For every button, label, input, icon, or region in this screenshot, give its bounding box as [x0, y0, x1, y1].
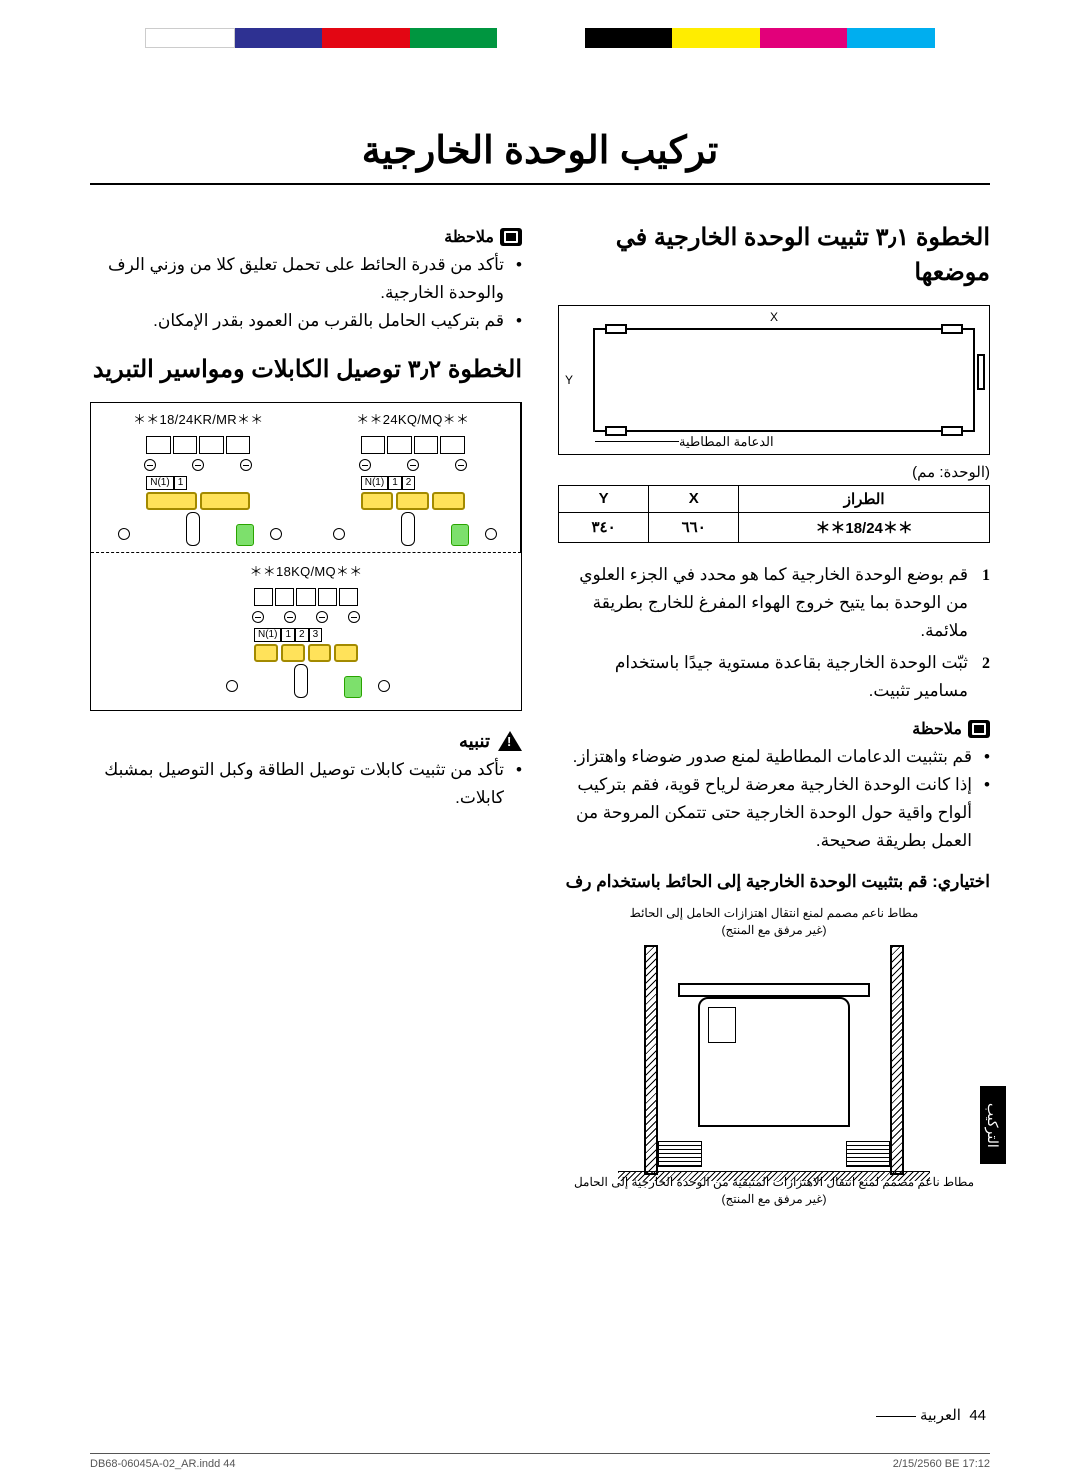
note-list: تأكد من قدرة الحائط على تحمل تعليق كلا م…: [90, 251, 522, 335]
terminal-label: N(1): [146, 476, 173, 490]
footer-file: DB68-06045A-02_AR.indd 44: [90, 1458, 236, 1470]
td-x: ٦٦٠: [649, 512, 739, 542]
dimensions-table: الطراز X Y ＊＊18/24＊＊ ٦٦٠ ٣٤٠: [558, 485, 990, 543]
list-item: قم بوضع الوحدة الخارجية كما هو محدد في ا…: [558, 561, 990, 645]
page-number-language: العربية: [920, 1407, 961, 1424]
rubber-support-label: الدعامة المطاطية: [679, 434, 774, 450]
dimensions-unit-caption: (الوحدة: مم): [558, 463, 990, 481]
terminal-label: 1: [388, 476, 402, 490]
column-left: ملاحظة تأكد من قدرة الحائط على تحمل تعلي…: [90, 221, 522, 1205]
list-item: تأكد من تثبيت كابلات توصيل الطاقة وكبل ا…: [90, 756, 522, 812]
heading-step-3-1: الخطوة ٣٫١ تثبيت الوحدة الخارجية في موضع…: [558, 221, 990, 291]
ground-icon: [236, 524, 254, 546]
note-list: قم بتثبيت الدعامات المطاطية لمنع صدور ضو…: [558, 743, 990, 855]
td-model: ＊＊18/24＊＊: [739, 512, 990, 542]
model-label-c: ＊＊18KQ/MQ＊＊: [91, 561, 521, 584]
td-y: ٣٤٠: [559, 512, 649, 542]
page-number: 44 العربية: [870, 1406, 986, 1424]
terminal-label: 2: [402, 476, 416, 490]
caution-label: تنبيه: [459, 731, 490, 752]
th-x: X: [649, 485, 739, 512]
warning-icon: [498, 731, 522, 751]
list-item: إذا كانت الوحدة الخارجية معرضة لرياح قوي…: [558, 771, 990, 855]
ground-icon: [451, 524, 469, 546]
terminal-label: 2: [295, 628, 309, 642]
page-title: تركيب الوحدة الخارجية: [90, 128, 990, 185]
terminal-block-4: N(1) 1 2 3: [246, 588, 366, 698]
terminal-label: 1: [174, 476, 188, 490]
footer-timestamp: 2/15/2560 BE 17:12: [893, 1458, 990, 1470]
print-footer: DB68-06045A-02_AR.indd 44 2/15/2560 BE 1…: [90, 1453, 990, 1454]
caution-list: تأكد من تثبيت كابلات توصيل الطاقة وكبل ا…: [90, 756, 522, 812]
terminal-block-3: N(1) 1 2: [353, 436, 473, 546]
terminal-label: 1: [281, 628, 295, 642]
note-icon: [968, 720, 990, 738]
heading-step-3-2: الخطوة ٣٫٢ توصيل الكابلات ومواسير التبري…: [90, 353, 522, 388]
section-side-tab: التركيب: [980, 1086, 1006, 1164]
terminal-label: N(1): [361, 476, 388, 490]
note-heading: ملاحظة: [558, 719, 990, 739]
terminal-label: 3: [309, 628, 323, 642]
th-model: الطراز: [739, 485, 990, 512]
note-label: ملاحظة: [444, 227, 494, 247]
axis-y-label: Y: [565, 373, 573, 387]
note-icon: [500, 228, 522, 246]
list-item: ثبّت الوحدة الخارجية بقاعدة مستوية جيدًا…: [558, 649, 990, 705]
caution-heading: تنبيه: [90, 731, 522, 752]
figure-wall-mount: مطاط ناعم مصمم لمنع انتقال اهتزازات الحا…: [558, 905, 990, 1205]
color-calibration-bar: [145, 28, 935, 48]
ground-icon: [344, 676, 362, 698]
model-label-b: ＊＊24KQ/MQ＊＊: [312, 409, 515, 432]
terminal-label: N(1): [254, 628, 281, 642]
wall-fig-bottom-label: مطاط ناعم مصمم لمنع انتقال الاهتزازات ال…: [558, 1174, 990, 1208]
page: تركيب الوحدة الخارجية الخطوة ٣٫١ تثبيت ا…: [90, 98, 990, 1348]
wiring-diagram-box: ＊＊18/24KR/MR＊＊ N(1) 1: [90, 402, 522, 711]
th-y: Y: [559, 485, 649, 512]
wall-fig-top-label: مطاط ناعم مصمم لمنع انتقال اهتزازات الحا…: [558, 905, 990, 939]
list-item: قم بتركيب الحامل بالقرب من العمود بقدر ا…: [90, 307, 522, 335]
list-item: تأكد من قدرة الحائط على تحمل تعليق كلا م…: [90, 251, 522, 307]
model-label-a: ＊＊18/24KR/MR＊＊: [97, 409, 300, 432]
note-heading: ملاحظة: [90, 227, 522, 247]
print-registration-marks: [70, 20, 1010, 44]
axis-x-label: X: [770, 310, 778, 324]
column-right: الخطوة ٣٫١ تثبيت الوحدة الخارجية في موضع…: [558, 221, 990, 1205]
optional-heading: اختياري: قم بتثبيت الوحدة الخارجية إلى ا…: [558, 869, 990, 895]
page-number-value: 44: [969, 1407, 986, 1424]
note-label: ملاحظة: [912, 719, 962, 739]
figure-outdoor-unit-top-view: X Y الدعامة المطاطية: [558, 305, 990, 455]
install-steps-list: قم بوضع الوحدة الخارجية كما هو محدد في ا…: [558, 561, 990, 705]
terminal-block-2: N(1) 1: [138, 436, 258, 546]
list-item: قم بتثبيت الدعامات المطاطية لمنع صدور ضو…: [558, 743, 990, 771]
